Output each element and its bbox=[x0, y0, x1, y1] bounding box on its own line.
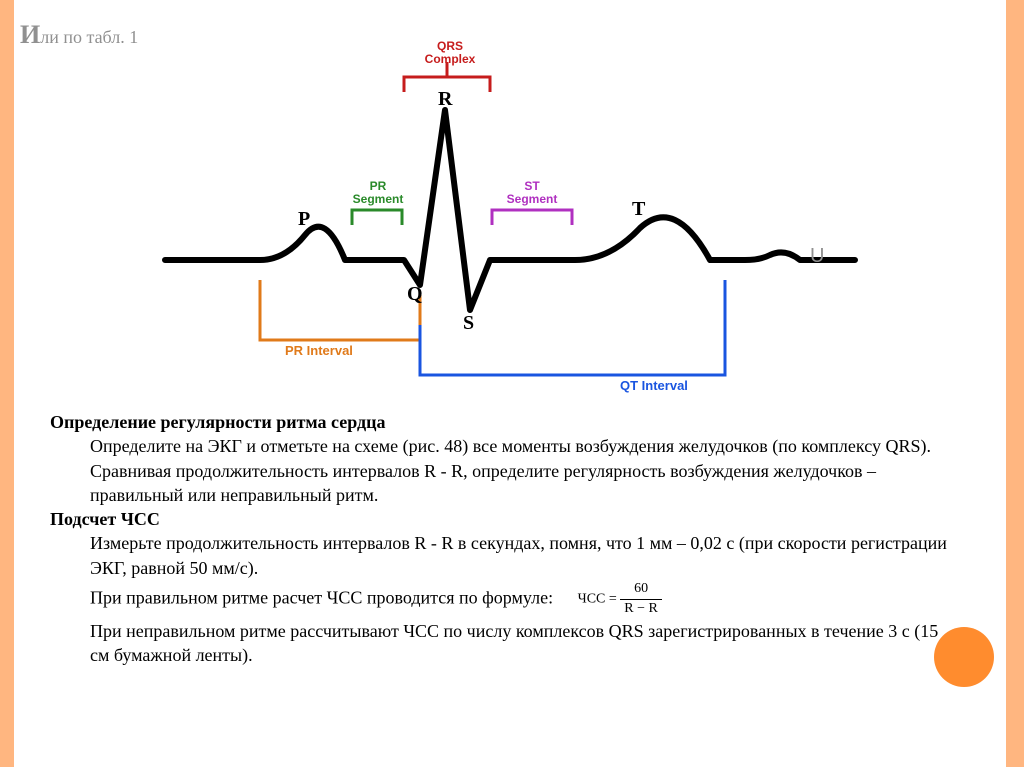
pr-interval-label: PR Interval bbox=[285, 343, 353, 358]
slide-title: Или по табл. 1 bbox=[20, 20, 1000, 50]
st-segment-label: ST Segment bbox=[502, 180, 562, 206]
pr-interval-bracket bbox=[260, 280, 420, 340]
p-wave-label: P bbox=[298, 208, 310, 231]
u-wave-label: U bbox=[810, 245, 824, 268]
body-text: Определение регулярности ритма сердца Оп… bbox=[20, 400, 1000, 667]
title-rest: ли по табл. 1 bbox=[40, 27, 138, 47]
para-5: При неправильном ритме рассчитывают ЧСС … bbox=[90, 619, 960, 668]
hr-formula: ЧСС = 60 R − R bbox=[578, 580, 662, 619]
t-wave-label: T bbox=[632, 198, 645, 221]
r-wave-label: R bbox=[438, 88, 452, 111]
para-3: Измерьте продолжительность интервалов R … bbox=[90, 531, 960, 580]
q-wave-label: Q bbox=[407, 283, 423, 306]
left-accent-bar bbox=[0, 0, 14, 767]
heading-rhythm: Определение регулярности ритма сердца bbox=[50, 410, 960, 434]
slide-content: Или по табл. 1 bbox=[20, 0, 1000, 767]
pr-segment-label: PR Segment bbox=[348, 180, 408, 206]
title-first-letter: И bbox=[20, 20, 40, 49]
qt-interval-label: QT Interval bbox=[620, 378, 688, 393]
para-1: Определите на ЭКГ и отметьте на схеме (р… bbox=[90, 434, 960, 458]
right-accent-bar bbox=[1006, 0, 1024, 767]
para-4: При правильном ритме расчет ЧСС проводит… bbox=[90, 580, 960, 619]
pr-segment-bracket bbox=[352, 210, 402, 225]
s-wave-label: S bbox=[463, 312, 474, 335]
para-2: Сравнивая продолжительность интервалов R… bbox=[90, 459, 960, 508]
qrs-complex-label: QRS Complex bbox=[420, 40, 480, 66]
st-segment-bracket bbox=[492, 210, 572, 225]
ecg-diagram: QRS Complex P R Q S T U PR Segment ST Se… bbox=[120, 50, 900, 400]
ecg-svg bbox=[120, 50, 900, 400]
heading-hr: Подсчет ЧСС bbox=[50, 507, 960, 531]
